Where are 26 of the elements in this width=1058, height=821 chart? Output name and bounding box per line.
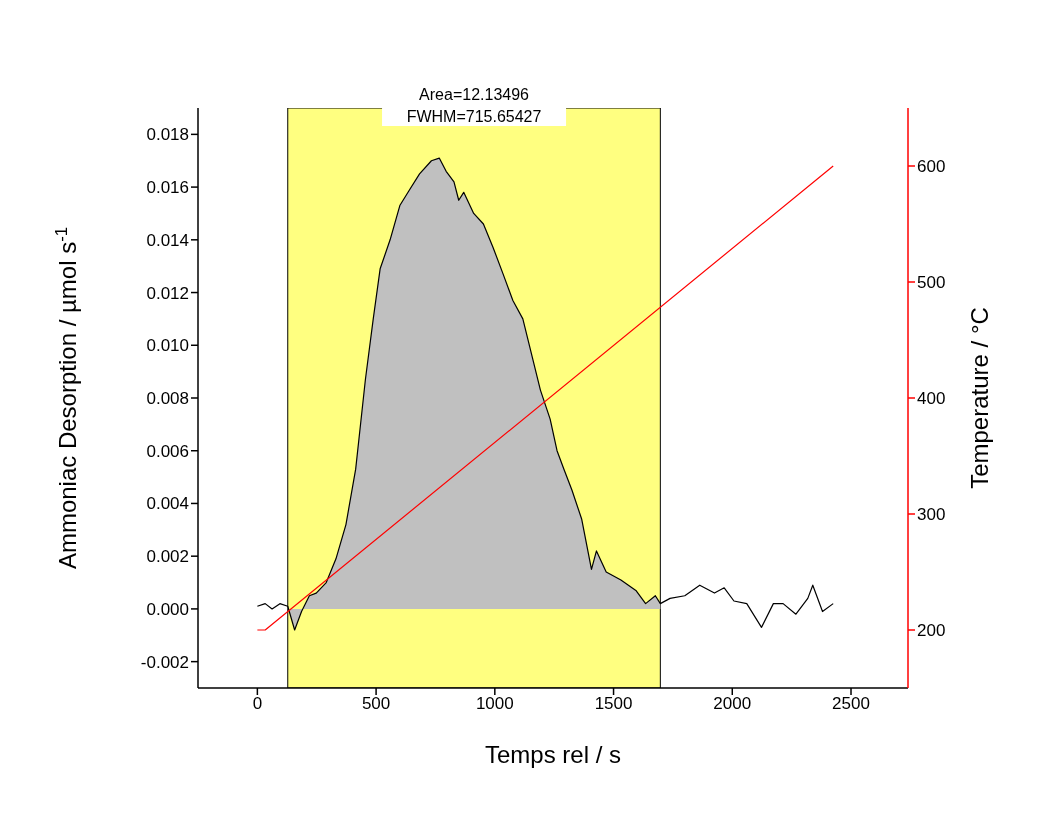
- annotation: FWHM=715.65427: [406, 107, 542, 125]
- y-tick-label: 0.012: [146, 283, 189, 303]
- y2-tick-label: 300: [917, 505, 946, 525]
- y-tick-label: 0.016: [146, 178, 189, 198]
- y-tick-label: 0.008: [146, 389, 189, 409]
- y2-tick-label: 500: [917, 273, 946, 293]
- text: Area=12.13496: [419, 85, 530, 103]
- x-tick-label: 0: [252, 694, 263, 714]
- y-tick-label: 0.006: [146, 441, 189, 461]
- y2-tick-label: 400: [917, 389, 946, 409]
- y-tick-label: 0.018: [146, 125, 189, 145]
- y-tick-label: 0.000: [146, 599, 189, 619]
- x-tick-label: 1000: [475, 694, 514, 714]
- x-tick-label: 2500: [832, 694, 870, 714]
- x-tick-label: 1500: [594, 694, 633, 714]
- y2-tick-label: 200: [917, 621, 946, 641]
- y-tick-label: 0.014: [146, 230, 189, 250]
- y2-tick-label: 600: [917, 157, 946, 177]
- y-tick-label: 0.004: [146, 494, 189, 514]
- y-tick-label: 0.010: [146, 336, 189, 356]
- y2-axis-title: Temperature / °C: [966, 307, 993, 489]
- y-tick-label: -0.002: [140, 652, 189, 672]
- x-axis-title: Temps rel / s: [484, 741, 622, 768]
- y-tick-label: 0.002: [146, 547, 189, 567]
- x-tick-label: 2000: [713, 694, 752, 714]
- x-tick-label: 500: [361, 694, 391, 714]
